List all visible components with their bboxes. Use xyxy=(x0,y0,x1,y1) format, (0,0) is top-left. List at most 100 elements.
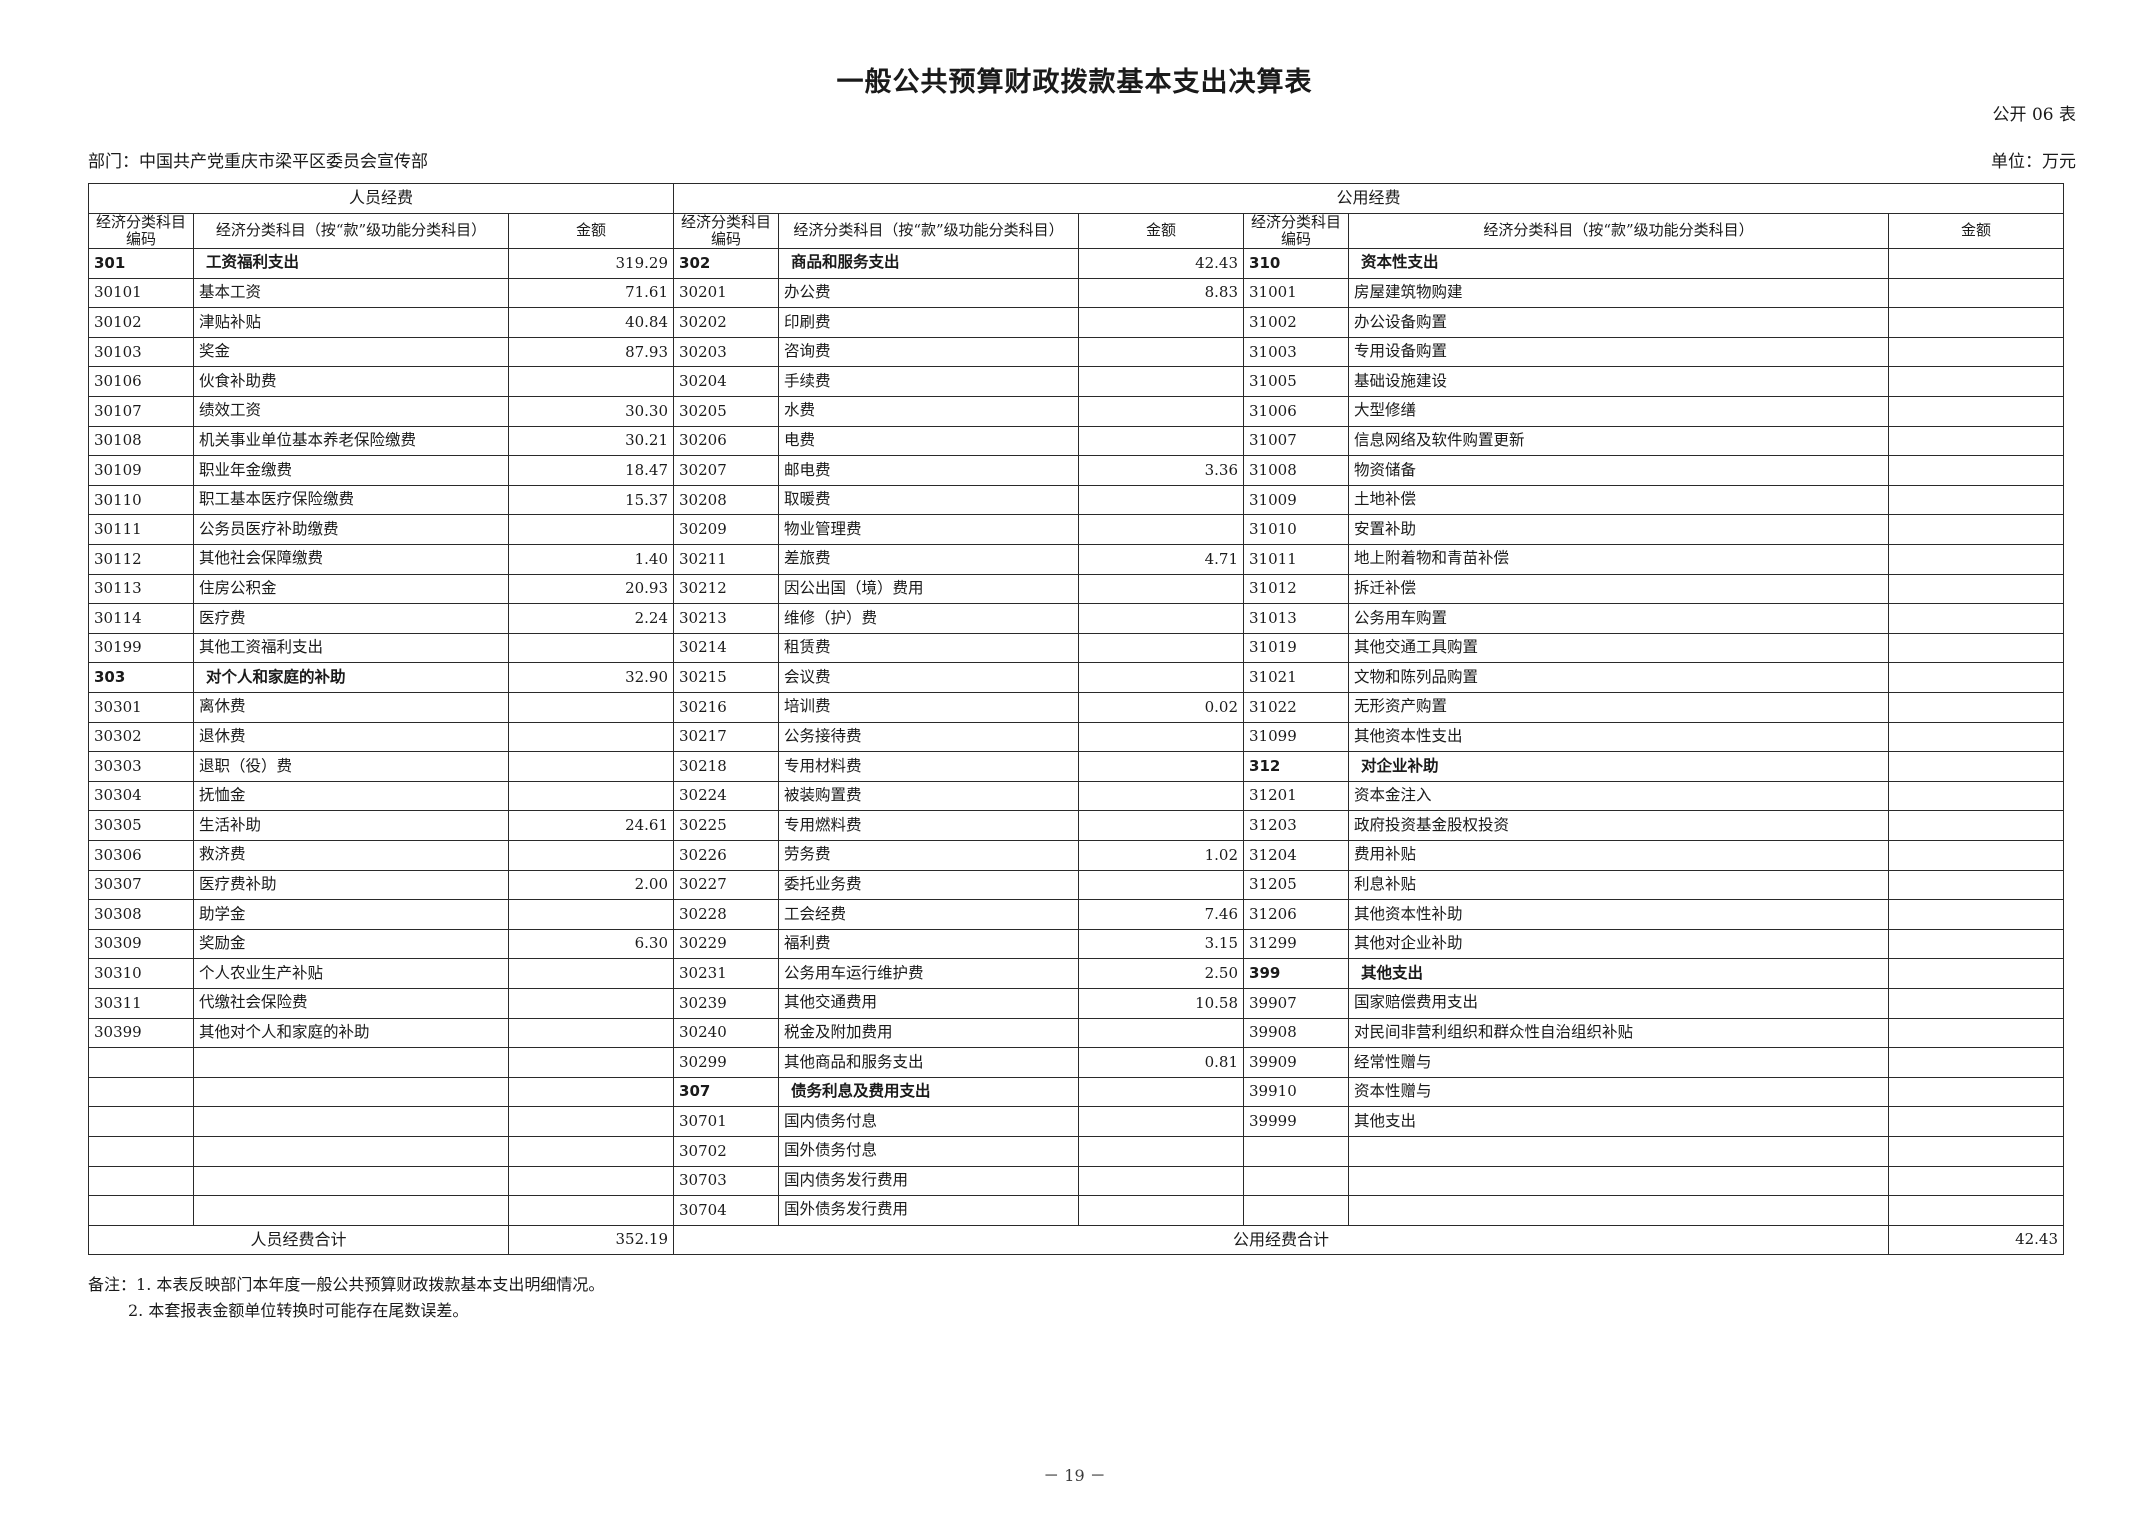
cell-code: 31007 xyxy=(1243,425,1350,457)
cell-subject: 差旅费 xyxy=(778,544,1080,575)
cell-subject: 工会经费 xyxy=(778,899,1080,930)
table-total-row: 人员经费合计 352.19 公用经费合计 42.43 xyxy=(88,1224,2065,1256)
cell-code: 310 xyxy=(1243,248,1350,279)
cell-amount xyxy=(507,692,675,723)
cell-amount xyxy=(1888,1135,2065,1167)
cell-subject: 国外债务发行费用 xyxy=(778,1195,1080,1226)
cell-code: 39908 xyxy=(1243,1017,1350,1049)
cell-subject: 办公设备购置 xyxy=(1348,307,1890,338)
cell-code xyxy=(88,1135,194,1167)
cell-subject xyxy=(193,1135,509,1167)
cell-subject: 物资储备 xyxy=(1348,455,1890,486)
col-header-amount-2: 金额 xyxy=(1078,212,1245,250)
cell-subject: 其他资本性补助 xyxy=(1348,899,1890,930)
cell-subject: 其他工资福利支出 xyxy=(193,632,509,664)
cell-amount xyxy=(1888,839,2065,871)
table-row: 30303 退职（役）费 30218 专用材料费 312 对企业补助 xyxy=(88,751,2065,782)
cell-amount xyxy=(1888,869,2065,901)
cell-amount: 30.30 xyxy=(507,396,675,427)
cell-subject: 其他支出 xyxy=(1348,958,1890,989)
cell-code: 31005 xyxy=(1243,366,1350,398)
cell-code: 30227 xyxy=(673,869,780,901)
cell-subject: 政府投资基金股权投资 xyxy=(1348,810,1890,841)
cell-subject: 办公费 xyxy=(778,277,1080,309)
cell-code xyxy=(1243,1165,1350,1197)
cell-code: 30702 xyxy=(673,1135,780,1167)
cell-code: 30214 xyxy=(673,632,780,664)
cell-code: 30239 xyxy=(673,987,780,1019)
page-title: 一般公共预算财政拨款基本支出决算表 xyxy=(836,67,1313,98)
cell-subject: 对个人和家庭的补助 xyxy=(193,662,509,693)
cell-subject: 公务用车运行维护费 xyxy=(778,958,1080,989)
cell-code xyxy=(88,1047,194,1078)
cell-code: 30110 xyxy=(88,484,194,516)
cell-amount xyxy=(1078,662,1245,693)
cell-amount xyxy=(1078,751,1245,782)
cell-subject xyxy=(193,1165,509,1197)
cell-code: 30218 xyxy=(673,751,780,782)
cell-subject xyxy=(1348,1165,1890,1197)
cell-code: 31010 xyxy=(1243,514,1350,546)
table-row: 30299 其他商品和服务支出 0.81 39909 经常性赠与 xyxy=(88,1047,2065,1078)
cell-subject: 基本工资 xyxy=(193,277,509,309)
cell-code: 30109 xyxy=(88,455,194,486)
cell-amount xyxy=(1888,958,2065,989)
cell-subject: 退休费 xyxy=(193,721,509,753)
cell-code: 39910 xyxy=(1243,1076,1350,1108)
cell-code: 30226 xyxy=(673,839,780,871)
cell-amount xyxy=(1888,751,2065,782)
cell-code: 30206 xyxy=(673,425,780,457)
cell-amount xyxy=(1888,366,2065,398)
cell-amount xyxy=(507,987,675,1019)
col-header-amount-1: 金额 xyxy=(507,212,675,250)
cell-amount xyxy=(1888,544,2065,575)
table-row: 30306 救济费 30226 劳务费 1.02 31204 费用补贴 xyxy=(88,839,2065,871)
cell-code: 30199 xyxy=(88,632,194,664)
cell-subject: 职业年金缴费 xyxy=(193,455,509,486)
table-row: 301 工资福利支出 319.29 302 商品和服务支出 42.43 310 资本性支出 xyxy=(88,248,2065,279)
cell-subject: 其他社会保障缴费 xyxy=(193,544,509,575)
cell-code: 30302 xyxy=(88,721,194,753)
table-row: 30704 国外债务发行费用 xyxy=(88,1195,2065,1226)
table-row: 30114 医疗费 2.24 30213 维修（护）费 31013 公务用车购置 xyxy=(88,603,2065,634)
cell-subject: 电费 xyxy=(778,425,1080,457)
cell-amount xyxy=(1888,1047,2065,1078)
table-row: 30310 个人农业生产补贴 30231 公务用车运行维护费 2.50 399 其他支出 xyxy=(88,958,2065,989)
cell-code: 30225 xyxy=(673,810,780,841)
cell-subject: 救济费 xyxy=(193,839,509,871)
cell-amount xyxy=(1888,336,2065,368)
cell-subject xyxy=(193,1076,509,1108)
cell-subject: 伙食补助费 xyxy=(193,366,509,398)
cell-subject: 公务员医疗补助缴费 xyxy=(193,514,509,546)
cell-subject: 维修（护）费 xyxy=(778,603,1080,634)
cell-amount: 6.30 xyxy=(507,928,675,960)
cell-amount xyxy=(507,1165,675,1197)
cell-code: 30203 xyxy=(673,336,780,368)
cell-subject: 劳务费 xyxy=(778,839,1080,871)
cell-subject: 绩效工资 xyxy=(193,396,509,427)
total-value-public: 42.43 xyxy=(1888,1224,2065,1256)
cell-code: 31009 xyxy=(1243,484,1350,516)
cell-code: 30305 xyxy=(88,810,194,841)
cell-amount xyxy=(507,751,675,782)
cell-amount: 71.61 xyxy=(507,277,675,309)
cell-code: 30309 xyxy=(88,928,194,960)
cell-code: 30306 xyxy=(88,839,194,871)
cell-code: 31299 xyxy=(1243,928,1350,960)
cell-amount xyxy=(1078,632,1245,664)
cell-amount xyxy=(1078,396,1245,427)
col-header-subject-1: 经济分类科目（按“款”级功能分类科目） xyxy=(193,212,509,250)
cell-amount: 2.50 xyxy=(1078,958,1245,989)
cell-amount xyxy=(507,899,675,930)
cell-code: 30310 xyxy=(88,958,194,989)
cell-subject: 无形资产购置 xyxy=(1348,692,1890,723)
cell-subject: 培训费 xyxy=(778,692,1080,723)
total-label-public: 公用经费合计 xyxy=(673,1224,1890,1256)
unit-line: 单位：万元 xyxy=(1991,152,2076,172)
cell-amount xyxy=(1888,987,2065,1019)
cell-code: 307 xyxy=(673,1076,780,1108)
cell-code: 303 xyxy=(88,662,194,693)
table-row: 30703 国内债务发行费用 xyxy=(88,1165,2065,1197)
cell-subject xyxy=(1348,1135,1890,1167)
cell-subject: 助学金 xyxy=(193,899,509,930)
